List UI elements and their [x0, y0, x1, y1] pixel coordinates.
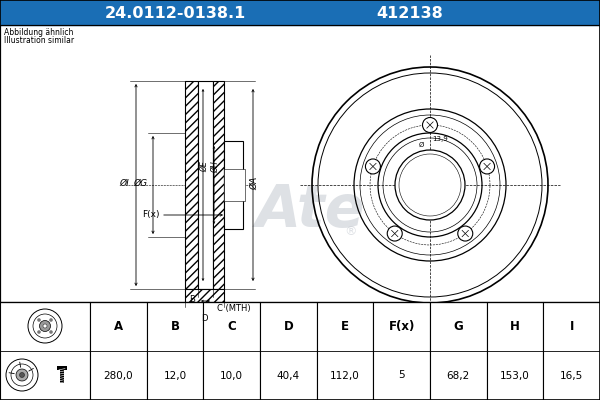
- Text: A: A: [114, 320, 123, 333]
- Text: ®: ®: [344, 226, 356, 238]
- Bar: [185, 289, 224, 311]
- Bar: [203, 302, 260, 400]
- Text: 68,2: 68,2: [447, 370, 470, 380]
- Text: 24.0112-0138.1: 24.0112-0138.1: [104, 6, 245, 20]
- Text: D: D: [283, 320, 293, 333]
- Text: 12,0: 12,0: [163, 370, 187, 380]
- Circle shape: [43, 324, 47, 328]
- Circle shape: [422, 118, 437, 132]
- Circle shape: [16, 369, 28, 381]
- Text: 412138: 412138: [377, 6, 443, 20]
- Circle shape: [395, 150, 465, 220]
- Bar: [198, 81, 213, 289]
- Circle shape: [40, 320, 50, 332]
- Text: 40,4: 40,4: [277, 370, 300, 380]
- Bar: [0, 25, 600, 302]
- Text: Abbildung ähnlich: Abbildung ähnlich: [4, 28, 73, 37]
- Text: ØE: ØE: [200, 162, 209, 172]
- Text: G: G: [454, 320, 463, 333]
- Circle shape: [19, 372, 25, 378]
- Text: ØG: ØG: [133, 178, 147, 188]
- Text: C (MTH): C (MTH): [217, 304, 251, 314]
- Bar: [60, 369, 64, 383]
- Text: 153,0: 153,0: [500, 370, 530, 380]
- Bar: [90, 302, 146, 400]
- Bar: [0, 25, 600, 302]
- Circle shape: [37, 318, 41, 322]
- Text: D: D: [201, 314, 208, 323]
- Text: 5: 5: [398, 370, 405, 380]
- Bar: [213, 81, 224, 289]
- Circle shape: [387, 226, 402, 241]
- Text: Ate: Ate: [256, 182, 365, 238]
- Text: E: E: [341, 320, 349, 333]
- Text: H: H: [510, 320, 520, 333]
- Bar: [0, 0, 600, 25]
- Text: ØA: ØA: [251, 176, 260, 190]
- Text: ØH: ØH: [212, 161, 221, 173]
- Bar: [430, 302, 487, 400]
- Bar: [224, 169, 245, 201]
- Circle shape: [365, 159, 380, 174]
- Text: ØI: ØI: [119, 178, 129, 188]
- Circle shape: [458, 226, 473, 241]
- Text: Illustration similar: Illustration similar: [4, 36, 74, 45]
- Circle shape: [49, 318, 53, 322]
- Text: 280,0: 280,0: [104, 370, 133, 380]
- Text: C: C: [227, 320, 236, 333]
- Text: B: B: [189, 294, 195, 304]
- Circle shape: [49, 330, 53, 334]
- Text: I: I: [569, 320, 574, 333]
- Bar: [0, 302, 600, 400]
- Circle shape: [479, 159, 494, 174]
- Bar: [544, 302, 600, 400]
- Bar: [0, 25, 600, 302]
- Text: 10,0: 10,0: [220, 370, 243, 380]
- Bar: [317, 302, 373, 400]
- Text: F(x): F(x): [143, 210, 160, 220]
- Text: 16,5: 16,5: [560, 370, 583, 380]
- Bar: [57, 366, 67, 370]
- Text: F(x): F(x): [388, 320, 415, 333]
- Bar: [0, 302, 90, 400]
- Text: B: B: [170, 320, 179, 333]
- Bar: [185, 81, 198, 289]
- Text: 13,9: 13,9: [432, 136, 448, 142]
- Bar: [487, 302, 544, 400]
- Bar: [373, 302, 430, 400]
- Circle shape: [37, 330, 41, 334]
- Text: Ø: Ø: [419, 142, 424, 148]
- Text: 112,0: 112,0: [330, 370, 360, 380]
- Bar: [260, 302, 317, 400]
- Bar: [224, 141, 243, 229]
- Bar: [146, 302, 203, 400]
